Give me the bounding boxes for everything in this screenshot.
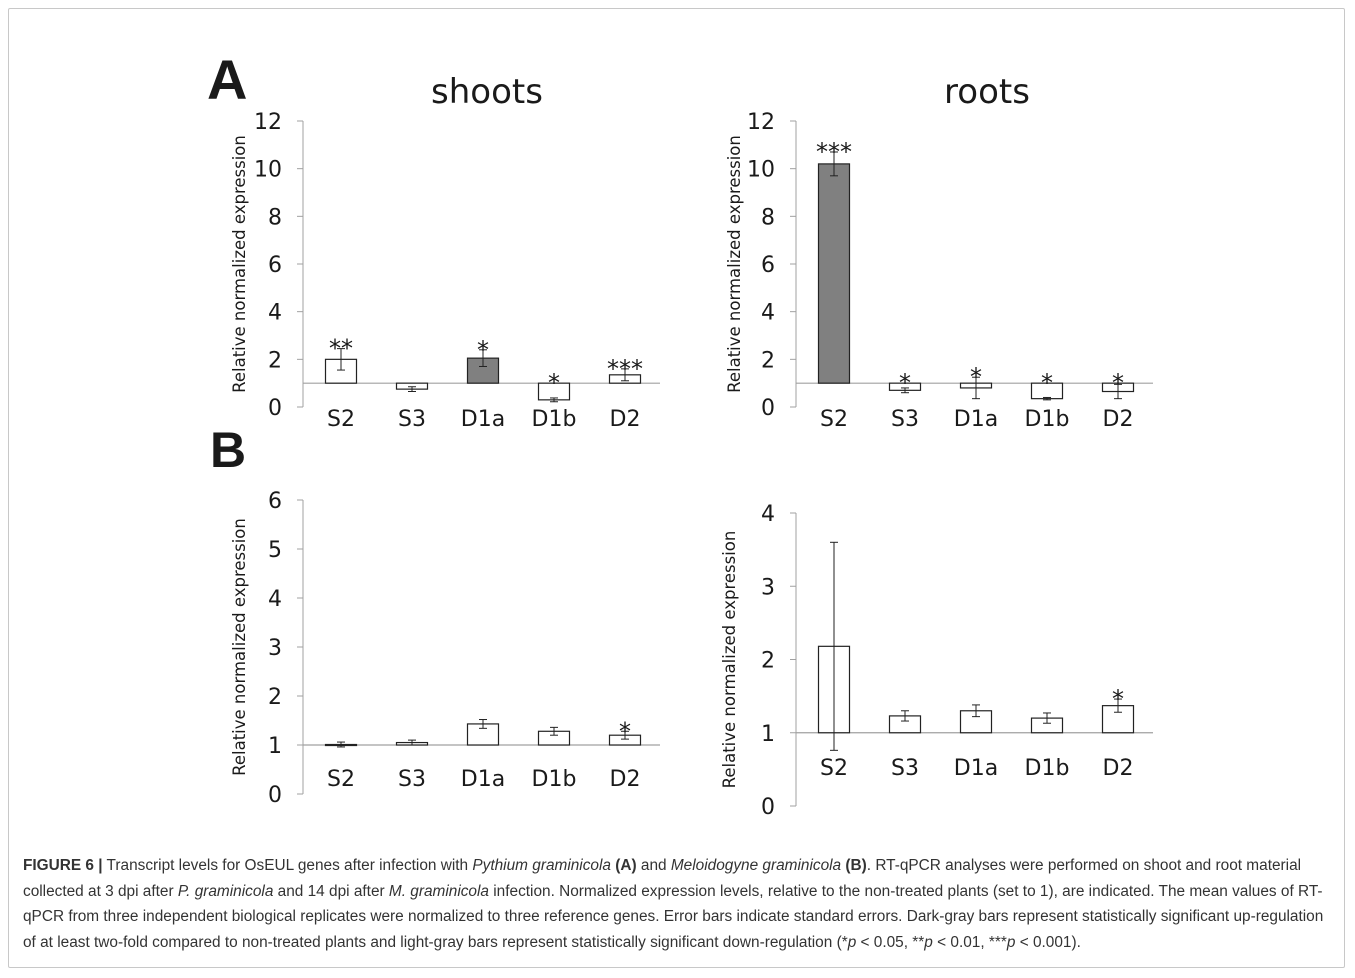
y-axis-label: Relative normalized expression — [725, 135, 744, 393]
caption-panel-ref: (B) — [841, 857, 867, 874]
caption-species: M. graminicola — [388, 882, 489, 900]
caption-text: infection. Normalized expression levels,… — [23, 882, 1324, 951]
significance-label: * — [548, 369, 560, 397]
y-axis-label: Relative normalized expression — [720, 531, 739, 789]
y-tick-label: 8 — [268, 205, 282, 230]
x-tick-label: D2 — [1103, 756, 1134, 781]
x-tick-label: D2 — [610, 407, 641, 432]
y-tick-label: 3 — [268, 636, 282, 661]
y-tick-label: 6 — [268, 253, 282, 278]
chart-a-shoots: shoots Relative normalized expression 0 2 4 6… — [230, 72, 660, 432]
x-tick-label: D1a — [461, 767, 505, 792]
chart-b-shoots: Relative normalized expression 0 1 2 3 4 5 6 S2 S… — [230, 489, 660, 808]
y-tick-label: 4 — [761, 301, 775, 326]
x-tick-label: S3 — [398, 407, 426, 432]
caption-text: < 0.001). — [1015, 933, 1081, 951]
y-tick-label: 6 — [761, 253, 775, 278]
y-tick-label: 3 — [761, 575, 775, 600]
x-tick-label: D1b — [1025, 756, 1070, 781]
caption-text: Transcript levels for OsEUL genes after … — [102, 857, 473, 874]
caption-figure-label: FIGURE 6 | — [23, 857, 103, 874]
significance-label: * — [970, 363, 982, 391]
significance-label: * — [477, 336, 489, 364]
x-tick-label: D2 — [610, 767, 641, 792]
x-tick-label: S3 — [891, 407, 919, 432]
chart-b-roots: Relative normalized expression 0 1 2 3 4 S2 S3 D… — [720, 502, 1153, 820]
y-tick-label: 5 — [268, 538, 282, 563]
y-tick-label: 1 — [268, 734, 282, 759]
significance-label: * — [1112, 369, 1124, 397]
x-tick-label: S2 — [820, 756, 848, 781]
panel-label-b: B — [210, 422, 246, 478]
y-tick-label: 0 — [761, 396, 775, 421]
x-tick-label: D1a — [954, 756, 998, 781]
x-tick-label: D2 — [1103, 407, 1134, 432]
chart-title: shoots — [431, 72, 543, 112]
x-tick-label: D1b — [532, 407, 577, 432]
x-tick-label: S2 — [820, 407, 848, 432]
x-tick-label: D1b — [1025, 407, 1070, 432]
y-tick-label: 8 — [761, 205, 775, 230]
caption-panel-ref: (A) — [610, 857, 637, 874]
y-tick-label: 0 — [268, 396, 282, 421]
bar — [817, 163, 851, 384]
x-tick-label: S3 — [398, 767, 426, 792]
y-tick-label: 2 — [761, 649, 775, 674]
figure-canvas: A B shoots Relative normalized expression… — [207, 48, 1153, 820]
y-axis-label: Relative normalized expression — [230, 518, 249, 776]
y-tick-label: 2 — [761, 348, 775, 373]
y-tick-label: 10 — [254, 158, 282, 183]
x-tick-label: S2 — [327, 407, 355, 432]
significance-label: ** — [329, 335, 353, 363]
chart-a-roots: roots Relative normalized expression 0 2 4 6 8… — [725, 72, 1153, 432]
y-tick-label: 1 — [761, 722, 775, 747]
y-tick-label: 2 — [268, 685, 282, 710]
x-tick-label: S3 — [891, 756, 919, 781]
significance-label: * — [1112, 685, 1124, 713]
figure-frame — [8, 8, 1345, 968]
y-tick-label: 6 — [268, 489, 282, 514]
significance-label: * — [899, 369, 911, 397]
caption-text: < 0.05, ** — [856, 933, 925, 951]
chart-title: roots — [944, 72, 1030, 112]
y-tick-label: 2 — [268, 348, 282, 373]
y-axis-label: Relative normalized expression — [230, 135, 249, 393]
caption-text: . RT-qPCR analyses were performed on sho… — [23, 857, 1302, 900]
x-tick-label: S2 — [327, 767, 355, 792]
y-tick-label: 12 — [254, 110, 282, 135]
caption-text: and 14 dpi after — [273, 882, 389, 900]
y-tick-label: 10 — [747, 158, 775, 183]
x-tick-label: D1a — [954, 407, 998, 432]
y-tick-label: 4 — [761, 502, 775, 527]
significance-label: *** — [816, 138, 852, 166]
caption-p: p — [924, 933, 933, 951]
significance-label: * — [619, 717, 631, 745]
significance-label: *** — [607, 355, 643, 383]
caption-species: Pythium graminicola — [472, 857, 611, 874]
y-tick-label: 12 — [747, 110, 775, 135]
caption-p: p — [847, 933, 857, 951]
caption-text: < 0.01, *** — [932, 933, 1007, 951]
caption-text: and — [636, 857, 671, 874]
y-tick-label: 4 — [268, 301, 282, 326]
y-tick-label: 0 — [268, 783, 282, 808]
x-tick-label: D1a — [461, 407, 505, 432]
caption-species: Meloidogyne graminicola — [670, 857, 842, 874]
y-tick-label: 0 — [761, 795, 775, 820]
x-tick-label: D1b — [532, 767, 577, 792]
panel-label-a: A — [207, 48, 247, 111]
y-tick-label: 4 — [268, 587, 282, 612]
figure-caption: FIGURE 6 | Transcript levels for OsEUL g… — [23, 853, 1335, 955]
significance-label: * — [1041, 369, 1053, 397]
caption-p: p — [1006, 933, 1016, 951]
caption-species: P. graminicola — [177, 882, 274, 900]
